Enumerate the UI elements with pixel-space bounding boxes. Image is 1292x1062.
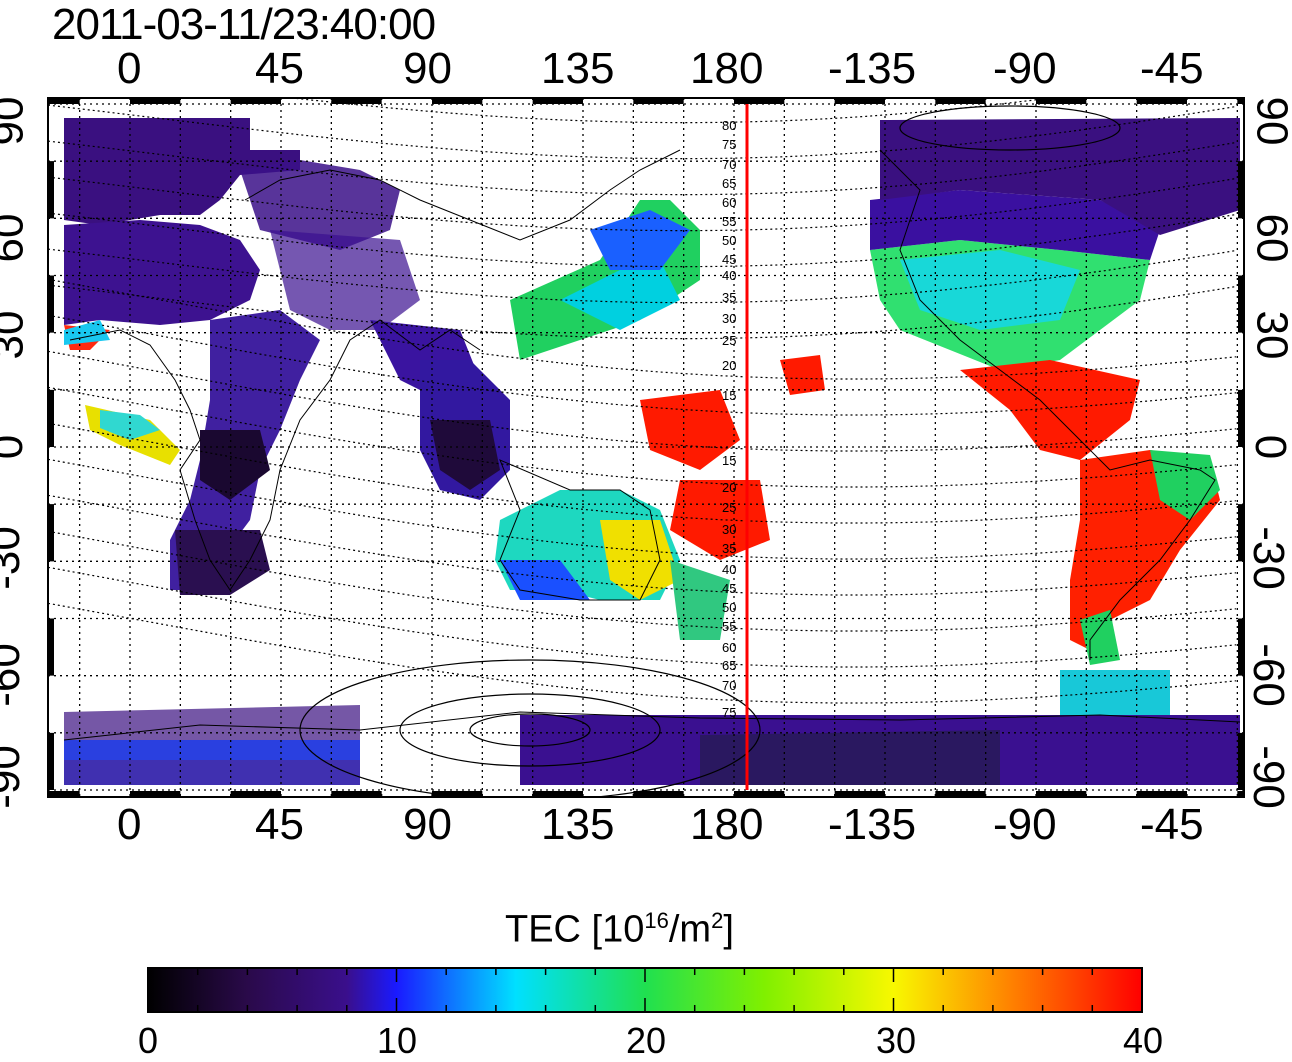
contour-label: 25 (722, 333, 737, 348)
contour-label: 40 (722, 268, 737, 283)
magnetic-latitude-contour (48, 284, 1237, 340)
contour-label: 20 (722, 480, 737, 495)
colorbar-tick-40: 40 (1123, 1020, 1164, 1061)
magnetic-latitude-contour (48, 212, 1237, 268)
magnetic-latitude-contour (48, 494, 1237, 596)
left-ytick-neg90: -90 (0, 745, 29, 809)
right-ytick-60: 60 (1247, 213, 1292, 263)
magnetic-latitude-contour (48, 458, 1237, 560)
contour-label: 65 (722, 658, 737, 673)
graticule-grid (48, 98, 1244, 797)
top-xtick-neg45: -45 (1140, 44, 1204, 93)
right-ytick-0: 0 (1246, 434, 1292, 460)
contour-label: 75 (722, 137, 737, 152)
left-ytick-60: 60 (0, 213, 33, 263)
contour-label: 45 (722, 252, 737, 267)
tec-coverage (64, 118, 1240, 785)
magnetic-latitude-contours (48, 0, 1237, 704)
contour-label: 35 (722, 541, 737, 556)
contour-label: 55 (722, 214, 737, 229)
colorbar-tick-0: 0 (138, 1020, 159, 1061)
contour-label: 70 (722, 678, 737, 693)
top-xtick-45: 45 (255, 44, 304, 93)
colorbar-tick-30: 30 (876, 1020, 917, 1061)
right-ytick-90: 90 (1247, 96, 1292, 146)
contour-label: 80 (722, 118, 737, 133)
magnetic-latitude-contour (48, 566, 1237, 668)
magnetic-latitude-contour (48, 278, 1237, 380)
magnetic-latitude-contour (287, 98, 1055, 124)
top-xtick-180: 180 (690, 44, 764, 93)
left-ytick-30: 30 (0, 310, 33, 360)
right-ytick-30: 30 (1247, 310, 1292, 360)
colorbar-label-unit: /m (668, 908, 712, 951)
contour-label: 50 (722, 600, 737, 615)
colorbar-label-unit-exponent: 2 (711, 908, 724, 933)
top-xtick-neg135: -135 (828, 44, 917, 93)
left-ytick-0: 0 (0, 435, 33, 459)
colorbar-label: TEC [1016/m2] (505, 908, 734, 952)
bottom-xtick-180: 180 (690, 800, 764, 849)
top-xtick-0: 0 (117, 44, 142, 93)
contour-label: 55 (722, 619, 737, 634)
coastlines (63, 149, 1241, 741)
pole-contours (299, 105, 1121, 797)
magnetic-latitude-contour (48, 0, 1236, 51)
bottom-xtick-neg135: -135 (828, 800, 917, 849)
contour-label: 65 (722, 176, 737, 191)
contour-label: 60 (722, 640, 737, 655)
left-ytick-90: 90 (0, 96, 33, 146)
right-ytick-neg60: -60 (1243, 643, 1292, 707)
bottom-xtick-135: 135 (541, 800, 615, 849)
colorbar-tick-marks (147, 968, 1143, 1012)
contour-label: 50 (722, 233, 737, 248)
contour-label: 70 (722, 157, 737, 172)
magnetic-latitude-contour (48, 422, 1237, 524)
magnetic-latitude-contour (48, 140, 1237, 196)
top-xtick-neg90: -90 (993, 44, 1057, 93)
magnetic-latitude-contour (48, 314, 1237, 416)
left-ytick-neg60: -60 (0, 643, 29, 707)
contour-label: 75 (722, 705, 737, 720)
frame-tick-marks (48, 98, 1244, 797)
colorbar-label-main: TEC [10 (505, 908, 645, 951)
colorbar-tick-10: 10 (377, 1020, 418, 1061)
magnetic-latitude-contour (48, 350, 1237, 452)
top-xtick-90: 90 (403, 44, 452, 93)
colorbar-tick-20: 20 (626, 1020, 667, 1061)
bottom-xtick-0: 0 (117, 800, 142, 849)
contour-label: 35 (722, 290, 737, 305)
magnetic-latitude-contour (48, 386, 1237, 488)
left-ytick-neg30: -30 (0, 526, 29, 590)
bottom-xtick-neg90: -90 (993, 800, 1057, 849)
contour-label: 20 (722, 358, 737, 373)
contour-label: 60 (722, 195, 737, 210)
magnetic-latitude-contour (48, 248, 1237, 304)
contour-label: 45 (722, 581, 737, 596)
right-ytick-neg90: -90 (1243, 745, 1292, 809)
bottom-xtick-45: 45 (255, 800, 304, 849)
bottom-xtick-neg45: -45 (1140, 800, 1204, 849)
magnetic-latitude-contour (48, 0, 1236, 15)
contour-label: 15 (722, 453, 737, 468)
right-ytick-neg30: -30 (1243, 526, 1292, 590)
colorbar-label-exponent: 16 (644, 908, 669, 933)
contour-label: 15 (722, 388, 737, 403)
magnetic-latitude-contour (48, 176, 1237, 232)
top-xtick-135: 135 (541, 44, 615, 93)
magnetic-latitude-contour (48, 104, 1237, 160)
bottom-xtick-90: 90 (403, 800, 452, 849)
magnetic-latitude-contour (48, 602, 1237, 704)
magnetic-latitude-contour (48, 530, 1237, 632)
figure-title: 2011-03-11/23:40:00 (52, 0, 436, 49)
contour-label: 40 (722, 562, 737, 577)
colorbar-label-close: ] (723, 908, 734, 951)
contour-label: 25 (722, 500, 737, 515)
contour-label: 30 (722, 522, 737, 537)
contour-label: 30 (722, 311, 737, 326)
magnetic-latitude-contour (48, 33, 1236, 87)
